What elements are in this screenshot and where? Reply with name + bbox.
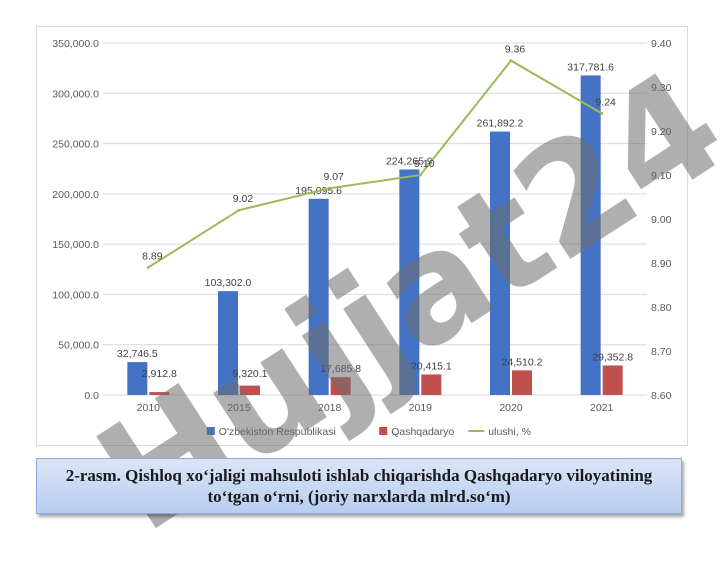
y-left-tick-label: 100,000.0 xyxy=(52,289,99,301)
line-point xyxy=(418,173,422,177)
line-data-label: 9.07 xyxy=(323,171,344,183)
bar-data-label: 9,320.1 xyxy=(232,368,267,380)
line-point xyxy=(509,59,513,63)
x-tick-label: 2019 xyxy=(409,402,433,414)
x-tick-label: 2015 xyxy=(227,402,251,414)
bar-data-label: 2,912.8 xyxy=(142,368,177,380)
bar-data-label: 24,510.2 xyxy=(502,356,543,368)
x-tick-label: 2020 xyxy=(499,402,523,414)
bar-data-label: 261,892.2 xyxy=(477,118,524,130)
y-left-tick-label: 350,000.0 xyxy=(52,38,99,50)
bar-uzbekistan xyxy=(490,131,510,395)
y-right-tick-label: 8.90 xyxy=(651,258,672,270)
bar-qashqadaryo xyxy=(512,370,532,395)
legend-swatch xyxy=(379,427,388,435)
x-tick-label: 2018 xyxy=(318,402,342,414)
line-data-label: 9.24 xyxy=(595,96,616,108)
bar-qashqadaryo xyxy=(421,374,442,395)
chart-frame: 0.0 50,000.0 100,000.0 150,000.0 200,000.0 25… xyxy=(36,26,688,446)
bar-data-label: 103,302.0 xyxy=(205,277,252,289)
combo-chart: 0.0 50,000.0 100,000.0 150,000.0 200,000.0 25… xyxy=(52,38,672,438)
line-data-label: 9.02 xyxy=(233,193,254,205)
bar-uzbekistan xyxy=(218,291,238,395)
y-left-tick-label: 300,000.0 xyxy=(52,88,99,100)
y-left-tick-label: 50,000.0 xyxy=(58,340,99,352)
y-left-tick-label: 250,000.0 xyxy=(52,139,99,151)
line-data-label: 9.36 xyxy=(505,44,526,56)
y-right-tick-label: 9.20 xyxy=(651,126,672,138)
bar-data-label: 29,352.8 xyxy=(592,351,633,363)
y-right-tick-label: 8.60 xyxy=(651,390,672,402)
x-tick-label: 2010 xyxy=(137,402,161,414)
legend-label: Qashqadaryo xyxy=(391,426,454,438)
y-left-tick-label: 150,000.0 xyxy=(52,239,99,251)
bar-qashqadaryo xyxy=(602,365,623,395)
line-point xyxy=(146,265,150,269)
bar-qashqadaryo xyxy=(240,385,260,395)
bar-qashqadaryo xyxy=(149,392,170,395)
figure-caption: 2-rasm. Qishloq xo‘jaligi mahsuloti ishl… xyxy=(36,458,682,514)
legend-label: O'zbekiston Respublikasi xyxy=(219,426,336,438)
bar-data-label: 20,415.1 xyxy=(411,360,452,372)
y-right-tick-label: 9.30 xyxy=(651,82,672,94)
x-tick-label: 2021 xyxy=(590,402,614,414)
bar-uzbekistan xyxy=(308,198,329,395)
bar-uzbekistan xyxy=(399,169,420,395)
bar-data-label: 224,265.9 xyxy=(386,155,433,167)
y-left-tick-label: 0.0 xyxy=(84,390,99,402)
line-data-label: 8.89 xyxy=(142,250,163,262)
y-right-tick-label: 9.10 xyxy=(651,170,672,182)
line-point xyxy=(600,111,604,115)
bar-data-label: 32,746.5 xyxy=(117,348,158,360)
y-right-tick-label: 9.00 xyxy=(651,214,672,226)
bar-uzbekistan xyxy=(127,362,148,395)
line-data-label: 9.10 xyxy=(414,158,435,170)
legend-label: ulushi, % xyxy=(488,426,531,438)
y-right-tick-label: 8.70 xyxy=(651,346,672,358)
y-right-tick-label: 9.40 xyxy=(651,38,672,50)
bar-uzbekistan xyxy=(580,75,601,396)
line-point xyxy=(237,208,241,212)
legend-swatch xyxy=(206,427,215,435)
bar-qashqadaryo xyxy=(330,377,351,395)
bar-data-label: 317,781.6 xyxy=(567,61,614,73)
line-share xyxy=(147,59,603,269)
y-right-tick-label: 8.80 xyxy=(651,302,672,314)
y-left-tick-label: 200,000.0 xyxy=(52,189,99,201)
line-point xyxy=(328,186,332,190)
bar-data-label: 17,685.8 xyxy=(320,363,361,375)
